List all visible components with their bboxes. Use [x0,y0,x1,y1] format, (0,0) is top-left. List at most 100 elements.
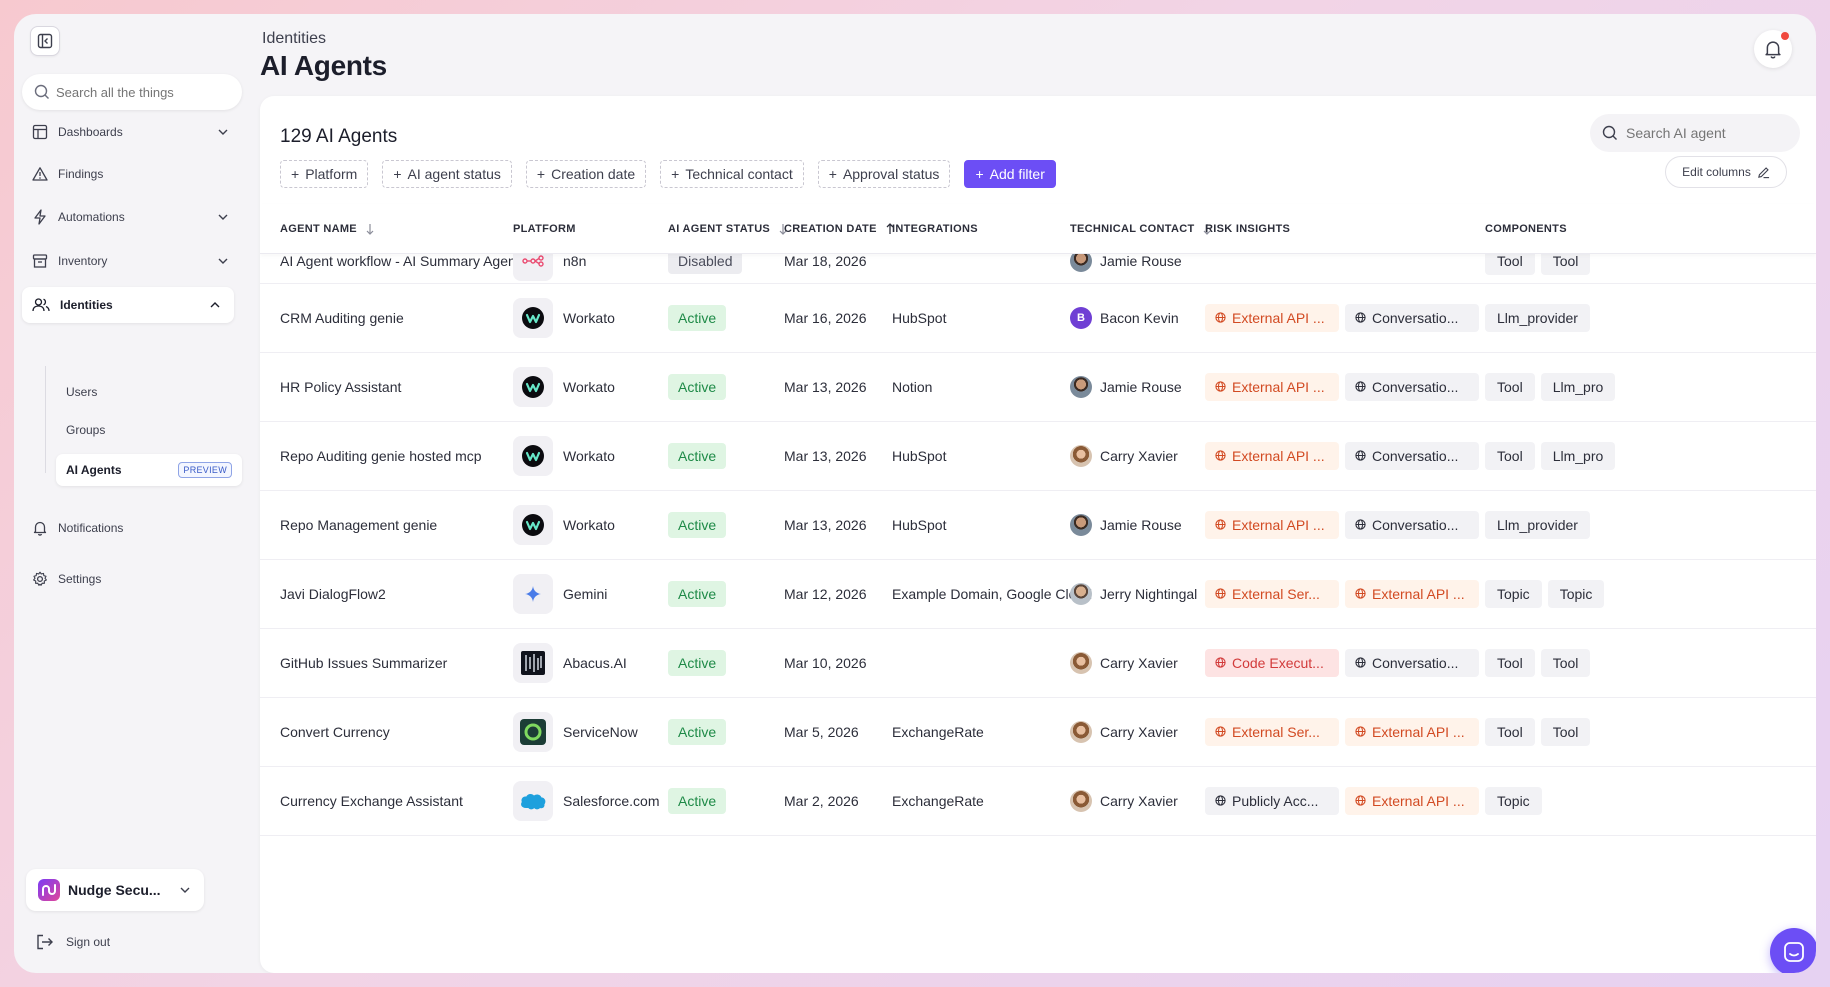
risk-badge[interactable]: External API ... [1205,442,1339,470]
nav-identities[interactable]: Identities [22,287,234,323]
risk-label: External API ... [1372,724,1465,740]
technical-contact-cell[interactable]: B Bacon Kevin [1070,284,1179,352]
agent-name: AI Agent workflow - AI Summary Agent [280,252,520,269]
table-row[interactable]: HR Policy Assistant Workato Active Mar 13, … [260,353,1816,422]
col-status[interactable]: AI AGENT STATUS [668,204,788,254]
technical-contact-cell[interactable]: Jamie Rouse [1070,238,1182,283]
agent-name-cell[interactable]: Repo Auditing genie hosted mcp [280,422,482,490]
creation-date-cell: Mar 12, 2026 [784,560,867,628]
col-components[interactable]: COMPONENTS [1485,204,1567,254]
filter-technical-contact[interactable]: + Technical contact [660,160,804,188]
table-row[interactable]: Javi DialogFlow2 Gemini Active Mar 12, 2026… [260,560,1816,629]
technical-contact-cell[interactable]: Carry Xavier [1070,698,1178,766]
component-badge: Llm_pro [1540,373,1616,401]
risk-badge[interactable]: Conversatio... [1345,304,1479,332]
risk-insights-cell: External API ... Conversatio... [1205,491,1485,559]
table-row[interactable]: Convert Currency ServiceNow Active Mar 5, 2… [260,698,1816,767]
col-creation-date[interactable]: CREATION DATE [784,204,895,254]
org-switcher[interactable]: Nudge Secu... [26,869,204,911]
col-integrations[interactable]: INTEGRATIONS [892,204,978,254]
nav-groups[interactable]: Groups [56,414,105,446]
technical-contact-cell[interactable]: Jerry Nightingal [1070,560,1197,628]
agent-name-cell[interactable]: Javi DialogFlow2 [280,560,386,628]
technical-contact-cell[interactable]: Carry Xavier [1070,767,1178,835]
risk-badge[interactable]: External API ... [1345,580,1479,608]
nav-automations-label: Automations [58,210,125,224]
agent-name: HR Policy Assistant [280,379,402,395]
filter-approval-status[interactable]: + Approval status [817,160,951,188]
platform-cell: Workato [513,422,615,490]
plus-icon: + [828,166,837,182]
nav-automations[interactable]: Automations [22,199,242,235]
col-agent-name[interactable]: AGENT NAME [280,204,375,254]
table-row[interactable]: Repo Auditing genie hosted mcp Workato Act… [260,422,1816,491]
col-label: INTEGRATIONS [892,223,978,235]
table-row[interactable]: Repo Management genie Workato Active Mar 13… [260,491,1816,560]
nav-findings[interactable]: Findings [22,156,242,192]
agent-name-cell[interactable]: AI Agent workflow - AI Summary Agent [280,238,520,283]
risk-badge[interactable]: External API ... [1205,511,1339,539]
table-row[interactable]: AI Agent workflow - AI Summary Agent n8n D… [260,238,1816,284]
table-row[interactable]: Currency Exchange Assistant Salesforce.co… [260,767,1816,836]
nav-notifications-label: Notifications [58,521,124,535]
col-platform[interactable]: PLATFORM [513,204,576,254]
global-search[interactable] [22,74,242,110]
nav-inventory-label: Inventory [58,254,108,268]
table-row[interactable]: GitHub Issues Summarizer Abacus.AI Active M… [260,629,1816,698]
filter-platform[interactable]: + Platform [280,160,369,188]
nav-users[interactable]: Users [56,376,97,408]
chat-support-button[interactable] [1770,928,1816,973]
technical-contact-cell[interactable]: Carry Xavier [1070,422,1178,490]
agent-name-cell[interactable]: Repo Management genie [280,491,437,559]
col-technical-contact[interactable]: TECHNICAL CONTACT [1070,204,1212,254]
add-filter-button[interactable]: + Add filter [964,160,1056,188]
col-risk-insights[interactable]: RISK INSIGHTS [1205,204,1290,254]
agent-search-input[interactable] [1626,125,1786,141]
agent-name-cell[interactable]: GitHub Issues Summarizer [280,629,447,697]
risk-badge[interactable]: External API ... [1205,304,1339,332]
collapse-sidebar-button[interactable] [30,26,60,56]
risk-badge[interactable]: External API ... [1205,373,1339,401]
agent-name-cell[interactable]: Currency Exchange Assistant [280,767,463,835]
risk-badge[interactable]: Conversatio... [1345,649,1479,677]
nav-dashboards[interactable]: Dashboards [22,114,242,150]
sign-out-link[interactable]: Sign out [36,934,110,950]
technical-contact-cell[interactable]: Jamie Rouse [1070,491,1182,559]
abacus-icon [513,643,553,683]
risk-insights-cell: Code Execut... Conversatio... [1205,629,1485,697]
agent-name-cell[interactable]: CRM Auditing genie [280,284,404,352]
filter-label: Platform [305,166,358,182]
risk-badge[interactable]: External API ... [1345,718,1479,746]
sign-out-icon [37,934,53,950]
global-search-input[interactable] [56,84,226,100]
nav-settings[interactable]: Settings [22,561,242,597]
risk-badge[interactable]: External API ... [1345,787,1479,815]
breadcrumb[interactable]: Identities [262,30,327,47]
creation-date: Mar 16, 2026 [784,310,867,326]
contact-name: Jamie Rouse [1100,379,1182,395]
nav-dashboards-label: Dashboards [58,125,123,139]
platform-name: Workato [563,379,615,395]
risk-badge[interactable]: Conversatio... [1345,373,1479,401]
risk-badge[interactable]: External Ser... [1205,580,1339,608]
agent-name-cell[interactable]: HR Policy Assistant [280,353,401,421]
risk-badge[interactable]: Conversatio... [1345,442,1479,470]
filter-ai-agent-status[interactable]: + AI agent status [382,160,512,188]
technical-contact-cell[interactable]: Carry Xavier [1070,629,1178,697]
risk-badge[interactable]: Publicly Acc... [1205,787,1339,815]
technical-contact-cell[interactable]: Jamie Rouse [1070,353,1182,421]
risk-badge[interactable]: Conversatio... [1345,511,1479,539]
notifications-button[interactable] [1754,30,1792,68]
nav-ai-agents[interactable]: AI Agents PREVIEW [56,454,242,486]
edit-columns-button[interactable]: Edit columns [1665,156,1787,188]
risk-badge[interactable]: Code Execut... [1205,649,1339,677]
agent-search[interactable] [1590,114,1800,152]
nav-notifications[interactable]: Notifications [22,510,242,546]
globe-icon [1355,379,1366,395]
filter-creation-date[interactable]: + Creation date [525,160,647,188]
agent-name-cell[interactable]: Convert Currency [280,698,390,766]
risk-badge[interactable]: External Ser... [1205,718,1339,746]
nav-inventory[interactable]: Inventory [22,243,242,279]
table-row[interactable]: CRM Auditing genie Workato Active Mar 16, 2… [260,284,1816,353]
integrations-cell: HubSpot [892,422,946,490]
